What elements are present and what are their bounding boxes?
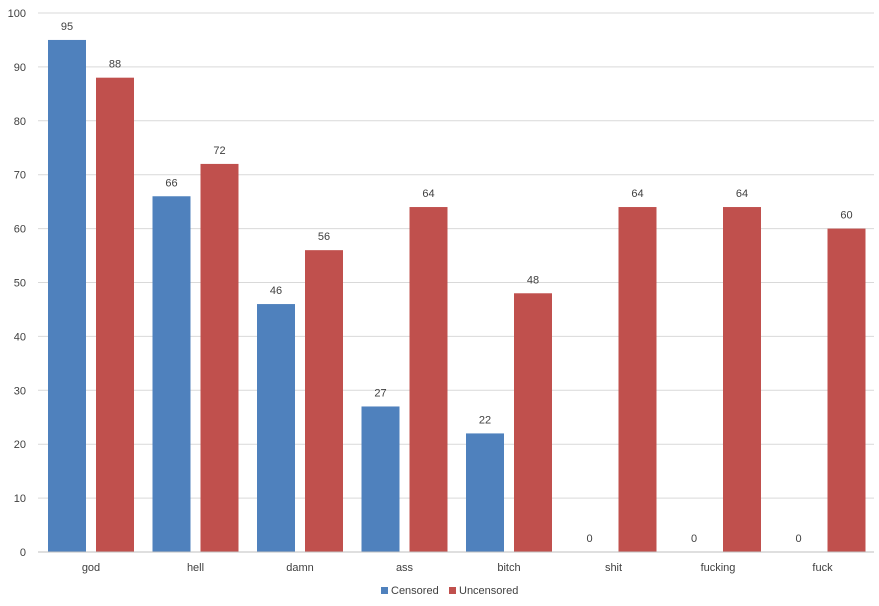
data-labels: 95 88 66 72 46 56 27 64 22 48 0 64 0 64 0 60 bbox=[61, 21, 853, 545]
y-axis: 0 10 20 30 40 50 60 70 80 90 100 bbox=[8, 8, 26, 559]
bar-censored-hell bbox=[152, 196, 191, 552]
bar-uncensored-fuck bbox=[827, 228, 866, 552]
data-label-uncensored-bitch: 48 bbox=[527, 274, 539, 286]
y-tick-label: 50 bbox=[14, 278, 26, 290]
data-label-censored-shit: 0 bbox=[586, 533, 592, 545]
bars bbox=[48, 39, 866, 553]
y-tick-label: 30 bbox=[14, 385, 26, 397]
y-tick-label: 20 bbox=[14, 439, 26, 451]
data-label-censored-bitch: 22 bbox=[479, 414, 491, 426]
legend-label-uncensored: Uncensored bbox=[459, 585, 518, 597]
data-label-censored-damn: 46 bbox=[270, 285, 282, 297]
y-tick-label: 0 bbox=[20, 547, 26, 559]
data-label-uncensored-god: 88 bbox=[109, 59, 121, 71]
x-tick-label-damn: damn bbox=[286, 562, 314, 574]
x-tick-label-hell: hell bbox=[187, 562, 204, 574]
data-label-uncensored-fucking: 64 bbox=[736, 188, 748, 200]
y-tick-label: 100 bbox=[8, 8, 26, 20]
x-tick-label-fuck: fuck bbox=[812, 562, 833, 574]
x-tick-label-ass: ass bbox=[396, 562, 414, 574]
data-label-censored-ass: 27 bbox=[374, 387, 386, 399]
y-tick-label: 60 bbox=[14, 224, 26, 236]
x-axis: god hell damn ass bitch shit fucking fuck bbox=[38, 551, 874, 574]
bar-censored-god bbox=[48, 39, 86, 552]
data-label-censored-fuck: 0 bbox=[795, 533, 801, 545]
x-tick-label-bitch: bitch bbox=[497, 562, 520, 574]
data-label-censored-fucking: 0 bbox=[691, 533, 697, 545]
bar-uncensored-god bbox=[96, 77, 134, 553]
data-label-uncensored-ass: 64 bbox=[422, 188, 434, 200]
y-tick-label: 10 bbox=[14, 493, 26, 505]
bar-uncensored-shit bbox=[618, 207, 657, 553]
bar-censored-ass bbox=[361, 406, 400, 552]
x-tick-label-fucking: fucking bbox=[701, 562, 736, 574]
legend: Censored Uncensored bbox=[381, 585, 518, 597]
data-label-censored-hell: 66 bbox=[165, 177, 177, 189]
data-label-uncensored-shit: 64 bbox=[631, 188, 643, 200]
y-tick-label: 70 bbox=[14, 170, 26, 182]
bar-uncensored-bitch bbox=[514, 293, 552, 552]
bar-uncensored-fucking bbox=[723, 207, 761, 553]
y-tick-label: 90 bbox=[14, 62, 26, 74]
bar-censored-damn bbox=[257, 304, 295, 552]
x-tick-label-shit: shit bbox=[605, 562, 622, 574]
legend-swatch-uncensored bbox=[449, 587, 456, 594]
bar-uncensored-ass bbox=[409, 207, 448, 553]
x-tick-label-god: god bbox=[82, 562, 100, 574]
bar-uncensored-damn bbox=[305, 250, 343, 552]
data-label-uncensored-hell: 72 bbox=[213, 145, 225, 157]
data-label-uncensored-fuck: 60 bbox=[840, 210, 852, 222]
y-tick-label: 80 bbox=[14, 116, 26, 128]
y-tick-label: 40 bbox=[14, 331, 26, 343]
data-label-censored-god: 95 bbox=[61, 21, 73, 33]
data-label-uncensored-damn: 56 bbox=[318, 231, 330, 243]
legend-label-censored: Censored bbox=[391, 585, 439, 597]
bar-uncensored-hell bbox=[200, 163, 239, 553]
legend-swatch-censored bbox=[381, 587, 388, 594]
bar-censored-bitch bbox=[466, 433, 504, 552]
